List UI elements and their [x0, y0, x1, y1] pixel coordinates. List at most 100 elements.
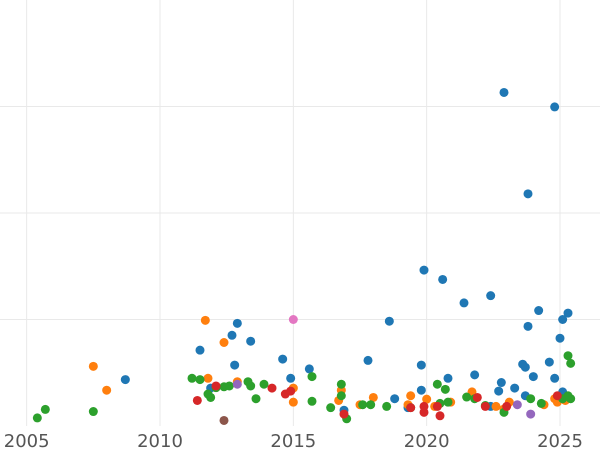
data-point	[384, 316, 394, 326]
data-point	[195, 345, 205, 355]
data-point	[288, 315, 298, 324]
data-point	[512, 400, 522, 410]
data-point	[246, 336, 256, 346]
data-point	[366, 400, 376, 410]
data-point	[382, 401, 392, 411]
data-point	[443, 397, 453, 407]
data-point	[288, 397, 298, 407]
data-point	[523, 321, 533, 331]
data-point	[550, 102, 560, 112]
data-point	[422, 394, 432, 404]
data-point	[470, 370, 480, 380]
data-point	[536, 398, 546, 408]
data-point	[550, 373, 560, 383]
x-tick-label: 2020	[404, 431, 450, 450]
data-point	[416, 385, 426, 395]
data-point	[224, 381, 234, 391]
data-point	[526, 394, 536, 404]
data-point	[510, 383, 520, 393]
data-point	[419, 401, 429, 411]
data-point	[563, 308, 573, 318]
data-point	[219, 338, 229, 348]
data-point	[219, 415, 229, 425]
data-point	[528, 372, 538, 382]
data-point	[526, 409, 536, 419]
data-point	[462, 392, 472, 402]
data-point	[102, 385, 112, 395]
data-point	[563, 351, 573, 361]
data-point	[211, 381, 221, 391]
data-point	[307, 396, 317, 406]
data-point	[390, 394, 400, 404]
data-point	[88, 407, 98, 417]
data-point	[566, 394, 576, 404]
data-point	[419, 265, 429, 275]
points-layer	[32, 87, 576, 425]
data-point	[432, 379, 442, 389]
data-point	[307, 372, 317, 382]
data-point	[502, 401, 512, 411]
data-point	[368, 392, 378, 402]
data-point	[443, 373, 453, 383]
data-point	[486, 291, 496, 301]
data-point	[278, 354, 288, 364]
data-point	[552, 391, 562, 401]
data-point	[523, 189, 533, 199]
data-point	[187, 373, 197, 383]
data-point	[491, 401, 501, 411]
x-tick-label: 2005	[4, 431, 50, 450]
data-point	[120, 375, 130, 385]
data-point	[232, 379, 242, 389]
data-point	[406, 403, 416, 413]
data-point	[499, 87, 509, 97]
data-point	[232, 318, 242, 328]
data-point	[432, 401, 442, 411]
data-point	[555, 333, 565, 343]
x-tick-label: 2010	[137, 431, 183, 450]
data-point	[286, 386, 296, 396]
data-point	[206, 392, 216, 402]
data-point	[494, 386, 504, 396]
data-point	[200, 315, 210, 325]
data-point	[286, 373, 296, 383]
data-point	[363, 355, 373, 365]
data-point	[566, 358, 576, 368]
x-tick-label: 2025	[537, 431, 583, 450]
data-point	[435, 411, 445, 421]
data-point	[195, 375, 205, 385]
data-point	[259, 379, 269, 389]
data-point	[40, 404, 50, 414]
data-point	[32, 413, 42, 423]
x-tick-label: 2015	[270, 431, 316, 450]
data-point	[416, 360, 426, 370]
data-point	[558, 315, 568, 324]
data-point	[459, 298, 469, 308]
grid-layer	[0, 0, 600, 426]
data-point	[227, 330, 237, 340]
data-point	[339, 409, 349, 419]
data-point	[246, 381, 256, 391]
data-point	[544, 357, 554, 367]
data-point	[496, 378, 506, 388]
data-point	[358, 400, 368, 410]
data-point	[520, 362, 530, 372]
data-point	[440, 384, 450, 394]
data-point	[326, 403, 336, 413]
data-point	[438, 274, 448, 284]
data-point	[230, 360, 240, 370]
data-point	[203, 373, 213, 383]
data-point	[251, 394, 261, 404]
data-point	[336, 391, 346, 401]
data-point	[480, 401, 490, 411]
data-point	[472, 392, 482, 402]
data-point	[336, 379, 346, 389]
data-point	[406, 391, 416, 401]
data-point	[534, 306, 544, 316]
data-point	[304, 364, 314, 374]
data-point	[88, 361, 98, 371]
x-tick-labels: 2005 2010 2015 2020 2025	[4, 431, 583, 450]
data-point	[192, 395, 202, 405]
data-point	[267, 383, 277, 393]
